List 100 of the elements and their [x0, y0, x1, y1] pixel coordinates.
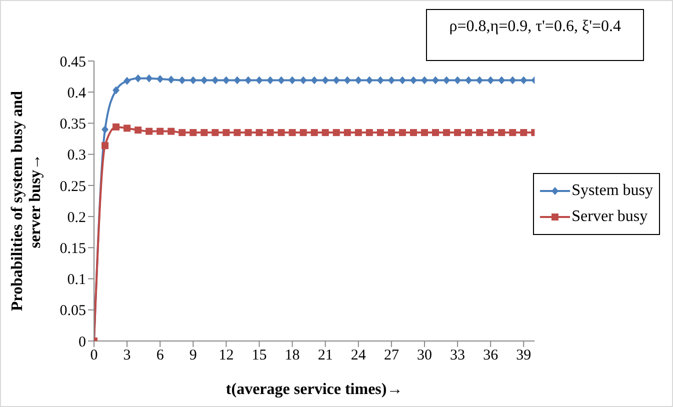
x-tick-label: 9 — [189, 348, 197, 364]
point — [124, 76, 131, 85]
point — [124, 124, 131, 132]
point — [178, 76, 186, 84]
point — [465, 129, 472, 136]
point — [200, 76, 208, 84]
x-tick-label: 3 — [123, 348, 131, 364]
point — [432, 129, 440, 136]
point — [256, 129, 263, 136]
point — [112, 86, 120, 94]
point — [102, 125, 109, 134]
y-tick-label: 0.45 — [60, 54, 86, 70]
point — [443, 129, 450, 136]
point — [476, 76, 484, 84]
point — [398, 76, 406, 84]
point — [300, 76, 307, 84]
x-tick-label: 0 — [90, 348, 98, 364]
x-tick-label: 24 — [350, 348, 366, 364]
y-tick-label: 0.1 — [67, 272, 86, 288]
point — [420, 129, 428, 136]
point — [310, 76, 318, 84]
y-tick-label: 0.35 — [60, 116, 86, 133]
y-tick-label: 0.15 — [60, 240, 86, 257]
legend-label: System busy — [572, 180, 653, 200]
x-tick-label: 39 — [516, 348, 532, 364]
x-tick-label: 27 — [384, 348, 400, 364]
point — [498, 129, 506, 136]
point — [178, 129, 186, 136]
point — [112, 123, 120, 130]
x-axis-title: t(average service times)→ — [226, 381, 403, 398]
point — [190, 76, 197, 84]
point — [465, 76, 472, 84]
point — [388, 129, 395, 136]
point — [256, 76, 263, 84]
x-tick-label: 36 — [483, 348, 499, 364]
point — [266, 129, 274, 136]
point — [222, 129, 230, 136]
point — [487, 76, 494, 84]
x-tick-label: 12 — [218, 348, 234, 364]
point — [156, 128, 164, 135]
point — [222, 76, 230, 84]
point — [332, 76, 340, 84]
y-tick-label: 0.3 — [67, 148, 86, 164]
point — [509, 129, 516, 136]
point — [344, 76, 351, 84]
point — [278, 129, 285, 136]
point — [520, 76, 528, 84]
point — [398, 129, 406, 136]
point — [168, 76, 175, 84]
y-tick-label: 0 — [78, 334, 86, 350]
point — [388, 76, 395, 84]
y-tick-label: 0.05 — [60, 303, 86, 320]
point — [344, 129, 351, 136]
x-tick-label: 33 — [450, 348, 466, 364]
point — [366, 129, 373, 136]
point — [420, 76, 428, 84]
point — [146, 74, 153, 82]
point — [454, 129, 462, 136]
point — [366, 76, 373, 84]
point — [443, 76, 450, 84]
point — [212, 76, 219, 84]
x-tick-label: 18 — [284, 348, 300, 364]
point — [300, 129, 307, 136]
point — [234, 129, 241, 136]
point — [376, 76, 384, 84]
x-tick-label: 15 — [252, 348, 267, 364]
point — [432, 76, 440, 84]
x-tick-label: 6 — [156, 348, 164, 364]
point — [244, 76, 252, 84]
point — [146, 128, 153, 135]
text: ρ=0.8,η=0.9, τ'=0.6, ξ'=0.4 — [426, 9, 644, 61]
point — [156, 75, 164, 84]
point — [520, 129, 528, 136]
y-tick-label: 0.2 — [67, 210, 86, 226]
point — [310, 129, 318, 136]
point — [454, 76, 462, 84]
point — [487, 129, 494, 136]
point — [134, 126, 142, 134]
point — [322, 76, 329, 84]
point — [288, 76, 296, 84]
y-tick-label: 0.25 — [60, 178, 86, 195]
point — [244, 129, 252, 136]
point — [410, 129, 417, 136]
y-axis-title: Probabilities of system busy and server busy→ — [9, 90, 44, 312]
point — [476, 129, 484, 136]
point — [278, 76, 285, 84]
x-tick-label: 30 — [416, 348, 432, 364]
point — [288, 129, 296, 136]
point — [200, 129, 208, 136]
point — [322, 129, 329, 136]
point — [498, 76, 506, 84]
point — [212, 129, 219, 136]
point — [190, 129, 197, 136]
point — [102, 142, 109, 150]
point — [410, 76, 417, 84]
point — [134, 74, 142, 82]
point — [168, 128, 175, 135]
point — [332, 129, 340, 136]
x-tick-label: 21 — [318, 348, 333, 364]
point — [354, 76, 362, 84]
